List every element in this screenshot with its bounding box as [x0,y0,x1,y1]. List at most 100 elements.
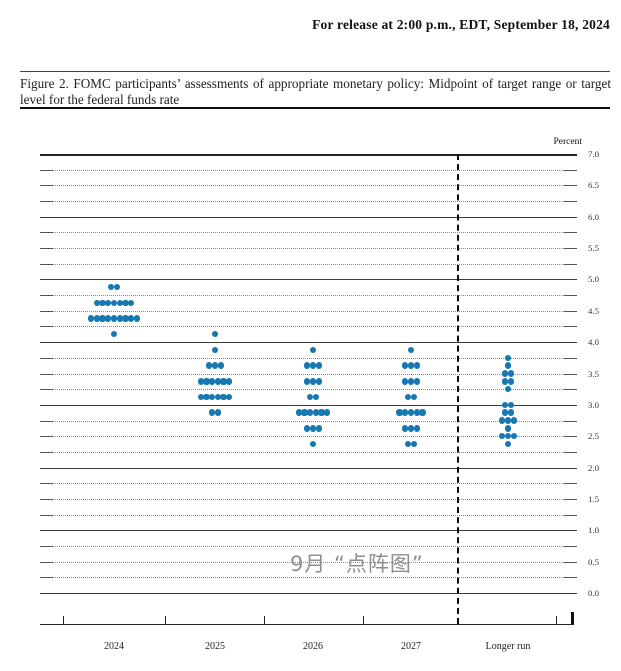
x-axis-tick [363,616,365,624]
gridline-right-tick [564,201,577,203]
projection-dot [206,362,213,369]
projection-dot [402,378,409,385]
projection-dot [407,362,415,369]
gridline-left-tick [40,295,53,297]
projection-dot [306,393,314,401]
gridline-dotted [53,263,564,265]
y-tick-label: 4.0 [588,337,599,348]
gridline-left-tick [40,561,53,563]
projection-dot [122,299,129,307]
gridline-dotted [53,373,564,375]
projection-dot [309,346,317,354]
projection-dot [211,346,219,354]
gridline-right-tick [564,263,577,265]
gridline-left-tick [40,357,53,359]
projection-dot [211,362,219,369]
gridline-left-tick [40,498,53,500]
projection-dot [507,378,515,385]
gridline-dotted [53,420,564,422]
projection-dot [105,315,112,322]
gridline-dotted [53,451,564,453]
projection-dot [402,425,409,432]
projection-dot [208,393,216,401]
projection-dot [501,409,509,416]
gridline-right-tick [564,498,577,500]
gridline-left-tick [40,326,53,328]
watermark-text: 9月 “点阵图” [290,552,424,576]
projection-dot [203,378,210,385]
gridline-right-tick [564,248,577,250]
projection-dot [214,409,222,416]
projection-dot [507,370,515,377]
projection-dot [504,425,512,432]
projection-dot [504,354,512,361]
gridline-dotted [53,185,564,187]
gridline-left-tick [40,248,53,250]
x-category-label: 2025 [205,641,225,652]
gridline-left-tick [40,373,53,375]
gridline-left-tick [40,483,53,485]
gridline-right-tick [564,389,577,391]
gridline-right-tick [564,310,577,312]
x-category-label: 2026 [303,641,323,652]
gridline-right-tick [564,483,577,485]
y-tick-label: 1.5 [588,493,599,504]
projection-dot [499,417,506,424]
projection-dot [419,409,426,416]
gridline-left-tick [40,263,53,265]
projection-dot [295,409,302,416]
gridline-solid [40,216,577,218]
projection-dot [220,393,227,401]
gridline-left-tick [40,436,53,438]
x-axis-tick [556,616,558,624]
gridline-right-tick [564,169,577,171]
y-tick-label: 1.0 [588,525,599,536]
gridline-left-tick [40,451,53,453]
gridline-solid [40,342,577,344]
projection-dot [315,425,322,432]
gridline-left-tick [40,169,53,171]
y-tick-label: 0.0 [588,588,599,598]
y-tick-label: 6.5 [588,180,599,191]
release-header: For release at 2:00 p.m., EDT, September… [312,17,610,32]
projection-dot [88,315,95,322]
y-tick-label: 2.5 [588,431,599,442]
x-axis-tick [264,616,266,624]
projection-dot [510,417,517,424]
gridline-dotted [53,295,564,297]
projection-dot [315,362,322,369]
projection-dot [410,393,418,401]
gridline-solid [40,404,577,406]
gridline-left-tick [40,201,53,203]
projection-dot [133,315,140,322]
projection-dot [220,378,227,385]
gridline-right-tick [564,561,577,563]
gridline-right-tick [564,420,577,422]
gridline-dotted [53,436,564,438]
gridline-dotted [53,545,564,547]
projection-dot [402,362,409,369]
projection-dot [501,378,509,385]
x-axis-tick [63,616,65,624]
projection-dot [211,331,219,338]
gridline-right-tick [564,326,577,328]
gridline-solid [40,154,577,156]
projection-dot [304,378,311,385]
projection-dot [127,299,135,307]
gridline-dotted [53,561,564,563]
projection-dot [99,299,106,307]
projection-dot [318,409,325,416]
projection-dot [407,346,415,354]
gridline-dotted [53,498,564,500]
gridline-right-tick [564,373,577,375]
projection-dot [93,299,101,307]
y-tick-label: 5.0 [588,274,599,285]
projection-dot [504,362,512,369]
y-tick-label: 3.5 [588,368,599,379]
projection-dot [504,417,512,424]
x-category-label: 2027 [401,641,421,652]
gridline-left-tick [40,420,53,422]
projection-dot [510,433,517,440]
gridline-solid [40,530,577,532]
